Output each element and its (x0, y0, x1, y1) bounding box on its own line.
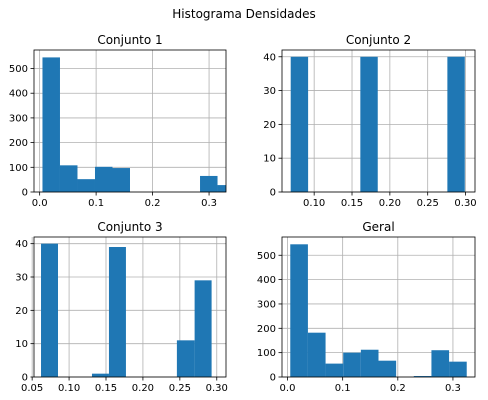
y-tick-label: 10 (263, 154, 276, 165)
subplot-title: Conjunto 2 (346, 33, 411, 47)
x-tick-label: 0.30 (206, 383, 228, 394)
subplot-1: Conjunto 1 0.0 0.1 0.2 0.3 0 100 200 300 400 500 (9, 33, 227, 209)
x-tick-label: 0.2 (390, 383, 406, 394)
histogram-bar (217, 185, 226, 192)
histogram-bar (447, 56, 465, 193)
y-tick-label: 20 (15, 306, 28, 317)
histogram-bar (431, 350, 450, 377)
y-tick-label: 10 (15, 339, 28, 350)
histogram-bar (378, 360, 397, 377)
x-tick-label: 0.15 (341, 198, 363, 209)
y-tick-label: 400 (9, 89, 28, 100)
histogram-bar (94, 166, 113, 192)
histogram-bar (290, 56, 309, 193)
y-tick-label: 30 (15, 273, 28, 284)
y-tick-label: 500 (9, 64, 28, 75)
y-tick-label: 400 (257, 275, 276, 286)
histogram-bar (77, 179, 95, 192)
x-tick-label: 0.05 (21, 383, 43, 394)
histogram-bar (200, 175, 218, 192)
histogram-bar (91, 373, 109, 377)
x-tick-label: 0.10 (58, 383, 80, 394)
y-tick-label: 100 (9, 163, 28, 174)
figure-title: Histograma Densidades (172, 7, 315, 21)
y-tick-label: 20 (263, 120, 276, 131)
y-tick-label: 500 (257, 251, 276, 262)
histogram-bar (59, 165, 78, 192)
x-tick-label: 0.10 (303, 198, 325, 209)
histogram-bar (413, 376, 432, 377)
x-tick-label: 0.2 (145, 198, 161, 209)
histogram-bar (343, 352, 361, 377)
subplot-title: Conjunto 1 (97, 33, 162, 47)
histogram-bar (360, 349, 379, 377)
histogram-bar (360, 56, 378, 193)
x-tick-label: 0.15 (95, 383, 117, 394)
axes-frame (33, 236, 227, 378)
x-tick-label: 0.25 (417, 198, 439, 209)
x-tick-label: 0.1 (88, 198, 104, 209)
y-tick-label: 200 (9, 138, 28, 149)
x-tick-label: 0.3 (201, 198, 217, 209)
x-tick-label: 0.3 (445, 383, 461, 394)
histogram-bar (42, 57, 60, 193)
y-tick-label: 0 (22, 188, 28, 199)
histogram-bar (325, 363, 344, 377)
y-tick-label: 0 (270, 188, 276, 199)
histogram-bar (307, 332, 326, 377)
histogram-bar (194, 280, 212, 377)
histogram-bar (176, 340, 195, 377)
axes-frame (33, 49, 227, 193)
y-tick-label: 300 (9, 113, 28, 124)
x-tick-label: 0.30 (454, 198, 476, 209)
y-tick-label: 40 (263, 52, 276, 63)
histogram-bar (112, 168, 130, 192)
x-tick-label: 0.0 (32, 198, 48, 209)
subplot-4: Geral 0.0 0.1 0.2 0.3 0 100 200 300 400 500 (257, 220, 476, 394)
subplot-3: Conjunto 3 0.05 0.10 0.15 0.20 0.25 0.30 0 10 20 3… (15, 220, 228, 394)
y-tick-label: 200 (257, 324, 276, 335)
subplot-title: Geral (362, 220, 394, 234)
subplot-title: Conjunto 3 (97, 220, 162, 234)
axes-frame (281, 49, 476, 193)
axes-frame (281, 236, 476, 378)
x-tick-label: 0.0 (280, 383, 296, 394)
x-tick-label: 0.25 (169, 383, 191, 394)
x-tick-label: 0.20 (132, 383, 154, 394)
x-tick-label: 0.1 (335, 383, 351, 394)
y-tick-label: 0 (270, 373, 276, 384)
subplot-2: Conjunto 2 0.10 0.15 0.20 0.25 0.30 0 10 20 30 40 (263, 33, 476, 209)
y-tick-label: 40 (15, 239, 28, 250)
y-tick-label: 300 (257, 299, 276, 310)
histogram-bar (449, 361, 467, 377)
x-tick-label: 0.20 (379, 198, 401, 209)
histogram-bar (108, 247, 126, 377)
histogram-bar (41, 243, 58, 377)
y-tick-label: 0 (22, 373, 28, 384)
y-tick-label: 30 (263, 86, 276, 97)
y-tick-label: 100 (257, 348, 276, 359)
histogram-bar (290, 244, 308, 377)
